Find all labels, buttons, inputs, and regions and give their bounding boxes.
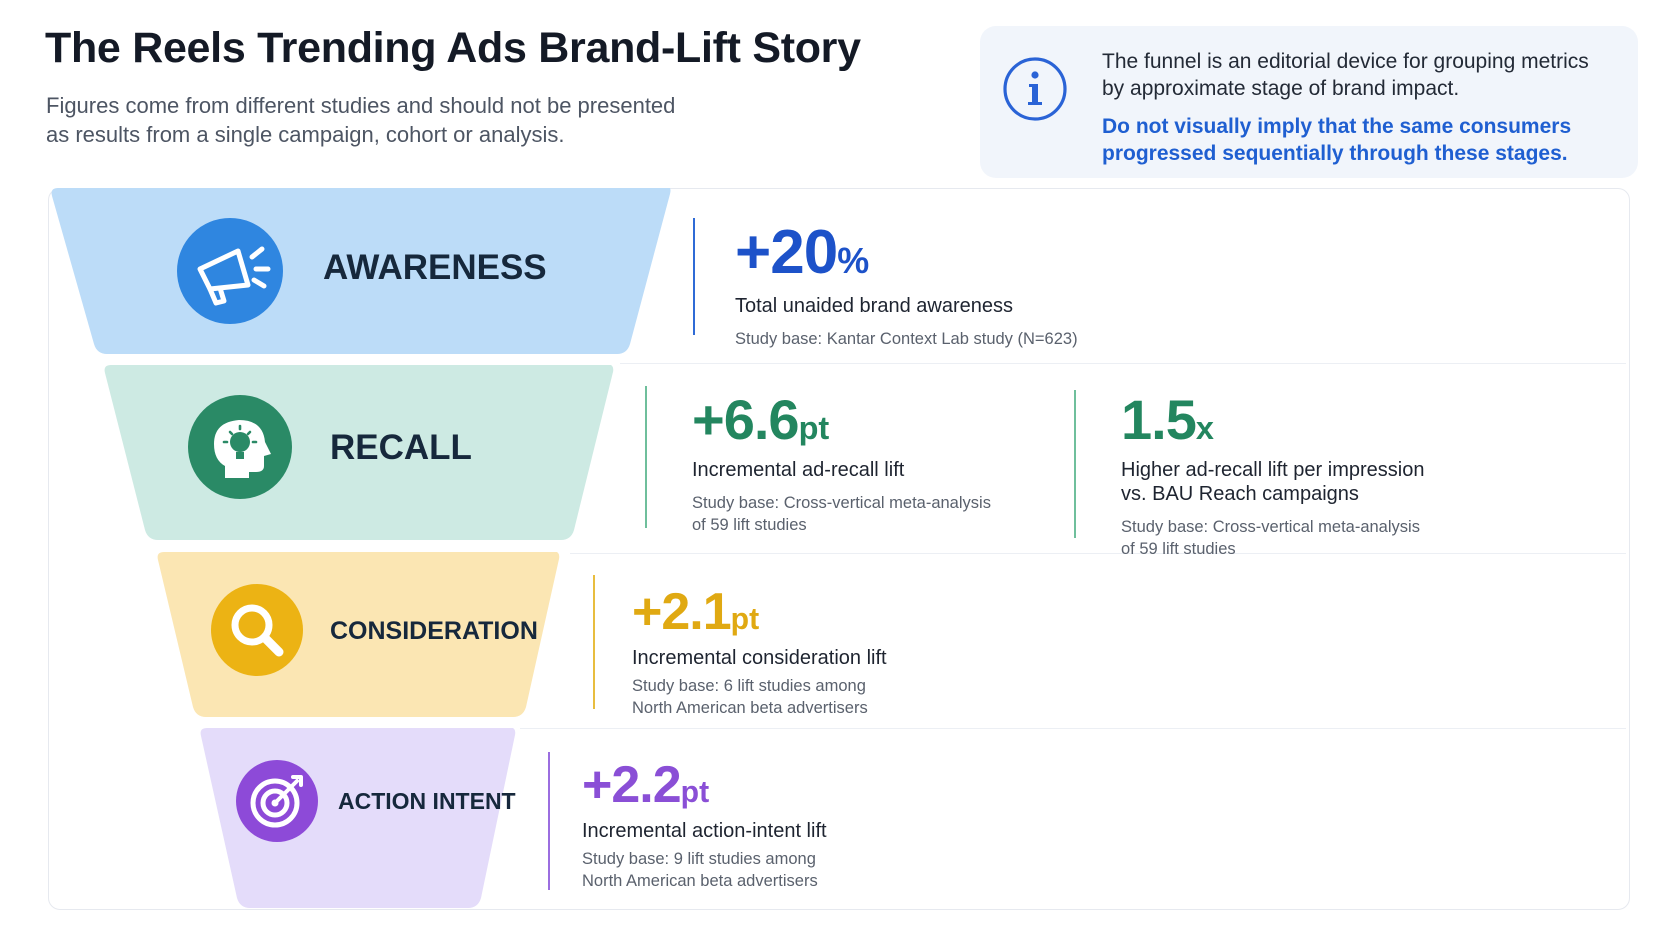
- info-text: The funnel is an editorial device for gr…: [1102, 48, 1622, 102]
- megaphone-icon: [177, 218, 283, 324]
- stage-label-recall: RECALL: [330, 428, 472, 467]
- metric-number: 2.1: [661, 583, 731, 641]
- metric-description: Incremental consideration lift: [632, 646, 1032, 670]
- metric-divider: [1074, 390, 1076, 538]
- head-lightbulb-icon: [188, 395, 292, 499]
- stage-label-action-intent: ACTION INTENT: [338, 788, 516, 814]
- metric-study-base-line: Study base: Cross-vertical meta-analysis: [1121, 518, 1420, 536]
- metric-sign: +: [735, 218, 771, 287]
- metric-study-base-line: Study base: 9 lift studies among: [582, 850, 816, 868]
- metric-study-base: Study base: Cross-vertical meta-analysis…: [1121, 516, 1541, 560]
- metric-study-base: Study base: 6 lift studies among North Am…: [632, 675, 1032, 719]
- metric-sign: +: [692, 388, 725, 451]
- page-title: The Reels Trending Ads Brand-Lift Story: [45, 24, 861, 72]
- metric-description-line: Incremental action-intent lift: [582, 820, 827, 842]
- metric-study-base-line: Study base: Cross-vertical meta-analysis: [692, 494, 991, 512]
- metric-description: Incremental ad-recall lift: [692, 458, 1072, 482]
- metric-description: Total unaided brand awareness: [735, 294, 1295, 318]
- info-text-line: by approximate stage of brand impact.: [1102, 77, 1460, 100]
- metric-description-line: vs. BAU Reach campaigns: [1121, 483, 1359, 505]
- metric-unit: x: [1195, 410, 1214, 446]
- metric-study-base-line: Study base: 6 lift studies among: [632, 677, 866, 695]
- metric-divider: [693, 218, 695, 335]
- metric-divider: [645, 386, 647, 528]
- metric-unit: pt: [798, 410, 830, 446]
- metric-value: +2.2pt: [582, 759, 982, 811]
- metric-description-line: Incremental consideration lift: [632, 647, 887, 669]
- metric-number: 20: [770, 218, 838, 287]
- info-text-line: The funnel is an editorial device for gr…: [1102, 50, 1589, 73]
- metric-number: 2.2: [611, 756, 681, 814]
- metric-sign: +: [582, 756, 612, 814]
- subtitle-line: Figures come from different studies and …: [46, 93, 676, 118]
- info-warning-line: progressed sequentially through these st…: [1102, 142, 1568, 165]
- metric-value: +6.6pt: [692, 392, 1072, 448]
- row-divider: [570, 553, 1626, 554]
- metric-awareness-total: +20% Total unaided brand awareness Study…: [735, 222, 1295, 350]
- metric-value: +20%: [735, 222, 1295, 284]
- magnifier-icon: [211, 584, 303, 676]
- metric-number: 1.5: [1121, 388, 1197, 451]
- info-warning-line: Do not visually imply that the same cons…: [1102, 115, 1572, 138]
- metric-description-line: Incremental ad-recall lift: [692, 459, 905, 481]
- page-subtitle: Figures come from different studies and …: [46, 91, 726, 149]
- metric-study-base: Study base: 9 lift studies among North Am…: [582, 848, 982, 892]
- metric-divider: [548, 752, 550, 890]
- subtitle-line: as results from a single campaign, cohor…: [46, 122, 565, 147]
- info-icon: [1003, 57, 1067, 121]
- metric-consideration-lift: +2.1pt Incremental consideration lift St…: [632, 586, 1032, 719]
- metric-action-intent-lift: +2.2pt Incremental action-intent lift St…: [582, 759, 982, 892]
- metric-unit: pt: [680, 776, 710, 809]
- metric-study-base-line: North American beta advertisers: [632, 699, 868, 717]
- info-warning: Do not visually imply that the same cons…: [1102, 113, 1622, 167]
- metric-divider: [593, 575, 595, 709]
- metric-study-base-line: North American beta advertisers: [582, 872, 818, 890]
- metric-study-base-line: of 59 lift studies: [1121, 540, 1236, 558]
- metric-value: +2.1pt: [632, 586, 1032, 638]
- stage-label-consideration: CONSIDERATION: [330, 617, 538, 645]
- metric-sign: +: [632, 583, 662, 641]
- target-icon: [236, 760, 318, 842]
- metric-description-line: Total unaided brand awareness: [735, 295, 1013, 317]
- metric-number: 6.6: [723, 388, 800, 451]
- metric-recall-efficiency: 1.5x Higher ad-recall lift per impressio…: [1121, 392, 1541, 560]
- metric-study-base-line: Study base: Kantar Context Lab study (N=…: [735, 330, 1078, 348]
- metric-recall-lift: +6.6pt Incremental ad-recall lift Study …: [692, 392, 1072, 536]
- metric-value: 1.5x: [1121, 392, 1541, 448]
- metric-study-base: Study base: Cross-vertical meta-analysis…: [692, 492, 1072, 536]
- stage-label-awareness: AWARENESS: [323, 248, 547, 287]
- metric-description-line: Higher ad-recall lift per impression: [1121, 459, 1425, 481]
- metric-study-base-line: of 59 lift studies: [692, 516, 807, 534]
- row-divider: [520, 728, 1626, 729]
- metric-description: Incremental action-intent lift: [582, 819, 982, 843]
- metric-description: Higher ad-recall lift per impression vs. …: [1121, 458, 1541, 506]
- metric-study-base: Study base: Kantar Context Lab study (N=…: [735, 328, 1295, 350]
- metric-unit: %: [837, 240, 870, 281]
- row-divider: [620, 363, 1626, 364]
- info-callout: The funnel is an editorial device for gr…: [980, 26, 1638, 178]
- metric-unit: pt: [730, 603, 760, 636]
